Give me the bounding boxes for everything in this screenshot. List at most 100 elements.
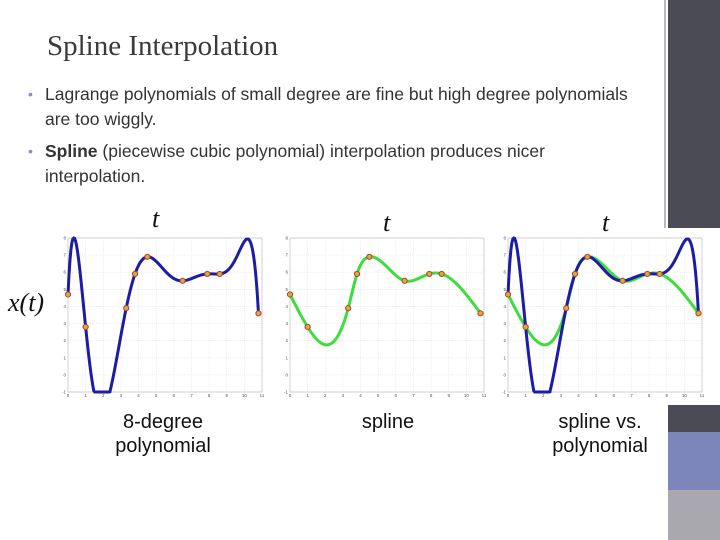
data-point — [64, 291, 72, 298]
x-tick-label: 5 — [155, 393, 158, 398]
y-tick-label: 6 — [63, 270, 66, 275]
y-tick-label: 3 — [503, 321, 506, 326]
polynomial-curve — [66, 236, 260, 394]
side-bar — [668, 432, 720, 490]
y-tick-label: 1 — [503, 355, 506, 360]
x-tick-label: 4 — [359, 393, 362, 398]
side-bar — [668, 490, 720, 540]
x-tick-label: 4 — [137, 393, 140, 398]
x-tick-label: 11 — [260, 393, 265, 398]
bullet-bold: Spline — [45, 141, 98, 161]
panel-caption: spline vs. polynomial — [552, 411, 648, 457]
x-tick-label: 3 — [560, 393, 563, 398]
y-tick-label: 6 — [503, 270, 506, 275]
x-tick-label: 9 — [665, 393, 668, 398]
y-tick-label: 8 — [503, 236, 506, 241]
data-point — [619, 277, 626, 284]
y-axis-label: x(t) — [8, 288, 45, 317]
bullet-list: Lagrange polynomials of small degree are… — [28, 82, 638, 196]
bullet-text: Lagrange polynomials of small degree are… — [45, 84, 628, 129]
data-point — [477, 310, 484, 317]
x-tick-label: 0 — [67, 393, 70, 398]
data-point — [286, 291, 294, 298]
data-point — [584, 253, 591, 260]
x-tick-label: 2 — [542, 393, 545, 398]
spline-curve — [288, 255, 482, 347]
bullet: Spline (piecewise cubic polynomial) inte… — [28, 139, 638, 189]
x-tick-label: 6 — [173, 393, 176, 398]
y-tick-label: 6 — [285, 270, 288, 275]
data-point — [401, 277, 408, 284]
y-tick-label: 2 — [285, 338, 288, 343]
x-tick-label: 5 — [595, 393, 598, 398]
data-point — [563, 305, 570, 312]
data-point — [695, 310, 702, 317]
x-tick-label: 9 — [447, 393, 450, 398]
x-axis-label: t — [602, 208, 610, 237]
x-tick-label: 2 — [102, 393, 105, 398]
y-tick-label: 7 — [503, 253, 506, 258]
y-tick-label: -1 — [502, 390, 506, 395]
x-tick-label: 10 — [464, 393, 470, 398]
data-point — [644, 270, 651, 278]
data-point — [426, 270, 433, 278]
y-tick-label: -1 — [284, 390, 288, 395]
x-tick-label: 9 — [225, 393, 228, 398]
x-tick-label: 1 — [84, 393, 87, 398]
data-point — [255, 310, 262, 317]
x-tick-label: 4 — [577, 393, 580, 398]
side-bar — [668, 0, 720, 228]
x-tick-label: 0 — [507, 393, 510, 398]
data-point — [216, 270, 223, 278]
y-tick-label: 3 — [285, 321, 288, 326]
x-tick-label: 11 — [700, 393, 705, 398]
y-tick-label: 5 — [285, 287, 288, 292]
y-tick-label: 5 — [63, 287, 66, 292]
data-point — [123, 305, 130, 312]
data-point — [353, 270, 361, 278]
x-tick-label: 11 — [482, 393, 487, 398]
data-point — [656, 270, 663, 278]
x-tick-label: 7 — [190, 393, 193, 398]
data-point — [179, 277, 186, 284]
y-tick-label: 7 — [285, 253, 288, 258]
plot-frame — [289, 237, 485, 393]
x-tick-label: 8 — [430, 393, 433, 398]
data-point — [204, 270, 211, 278]
y-tick-label: 8 — [63, 236, 66, 241]
y-tick-label: 1 — [63, 355, 66, 360]
x-tick-label: 1 — [306, 393, 309, 398]
panel-caption: 8-degree polynomial — [115, 411, 211, 457]
data-point — [82, 323, 89, 331]
bullet-text: (piecewise cubic polynomial) interpolati… — [45, 141, 545, 186]
y-tick-label: 8 — [285, 236, 288, 241]
x-tick-label: 10 — [682, 393, 688, 398]
x-tick-label: 6 — [613, 393, 616, 398]
spline-curve — [506, 255, 700, 347]
y-tick-label: 5 — [503, 287, 506, 292]
y-tick-label: 7 — [63, 253, 66, 258]
y-tick-label: 2 — [63, 338, 66, 343]
y-tick-label: 1 — [285, 355, 288, 360]
x-tick-label: 2 — [324, 393, 327, 398]
x-tick-label: 5 — [377, 393, 380, 398]
data-point — [438, 270, 445, 278]
y-tick-label: 0 — [285, 372, 288, 377]
slide-title: Spline Interpolation — [47, 30, 279, 62]
x-tick-label: 3 — [342, 393, 345, 398]
x-tick-label: 1 — [524, 393, 527, 398]
data-point — [304, 323, 311, 331]
y-tick-label: 0 — [503, 372, 506, 377]
y-tick-label: 3 — [63, 321, 66, 326]
y-tick-label: 4 — [63, 304, 66, 309]
y-tick-label: 4 — [285, 304, 288, 309]
panel-caption: spline — [361, 411, 415, 433]
polynomial-curve — [506, 236, 700, 394]
side-bar — [664, 0, 666, 228]
x-tick-label: 0 — [289, 393, 292, 398]
data-point — [522, 323, 529, 331]
